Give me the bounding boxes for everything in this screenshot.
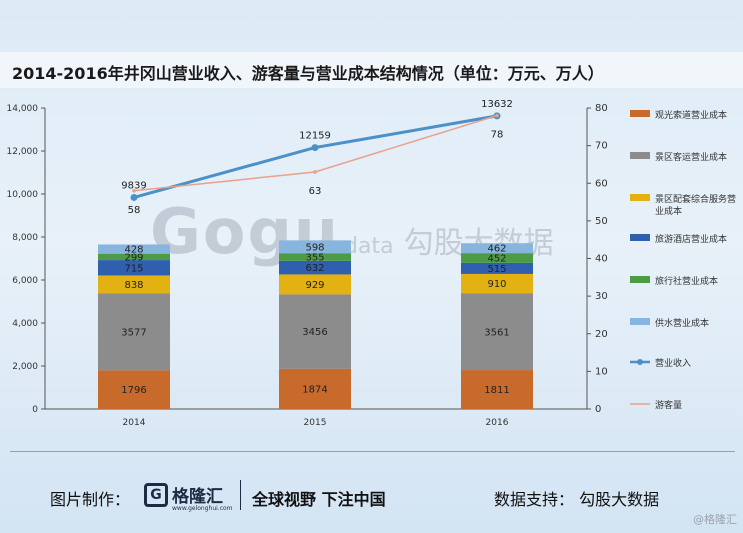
- visitors-point: [495, 113, 499, 118]
- bar-value-label: 355: [305, 253, 324, 264]
- y-left-tick-label: 6,000: [12, 276, 38, 286]
- revenue-value-label: 13632: [481, 99, 513, 110]
- brand-name: 格隆汇: [172, 487, 223, 507]
- bar-segment: [461, 370, 533, 409]
- bar-value-label: 632: [305, 263, 324, 274]
- bar-segment: [461, 262, 533, 274]
- bar-segment: [98, 244, 170, 254]
- y-right-tick-label: 40: [595, 254, 608, 265]
- revenue-point: [311, 144, 319, 152]
- y-left-tick-label: 10,000: [7, 190, 39, 200]
- visitors-value-label: 58: [128, 205, 141, 216]
- title-bar: [0, 52, 743, 88]
- legend-label: 观光索道营业成本: [655, 109, 727, 121]
- x-tick-label: 2014: [123, 418, 146, 428]
- revenue-point: [130, 193, 138, 201]
- x-tick-label: 2016: [486, 418, 509, 428]
- bar-segment: [279, 260, 351, 275]
- visitors-value-label: 63: [309, 186, 322, 197]
- y-left-tick-label: 2,000: [12, 362, 38, 372]
- x-tick-label: 2015: [304, 418, 327, 428]
- legend-line-marker: [637, 359, 643, 365]
- legend-swatch: [630, 152, 650, 159]
- legend-label: 游客量: [655, 399, 682, 411]
- legend-swatch: [630, 318, 650, 325]
- bar-segment: [461, 273, 533, 294]
- legend-label: 营业收入: [655, 357, 691, 369]
- brand-url: www.gelonghui.com: [172, 505, 233, 512]
- bar-segment: [98, 260, 170, 276]
- bar-value-label: 910: [487, 279, 506, 290]
- bar-segment: [279, 274, 351, 295]
- bar-value-label: 598: [305, 242, 324, 253]
- bar-segment: [279, 240, 351, 254]
- bar-segment: [461, 243, 533, 254]
- visitors-point: [132, 188, 136, 193]
- bar-value-label: 929: [305, 280, 324, 291]
- bar-value-label: 3561: [484, 327, 509, 338]
- bar-value-label: 515: [487, 264, 506, 275]
- y-left-tick-label: 0: [32, 405, 38, 415]
- legend-label: 供水营业成本: [655, 317, 709, 329]
- y-left-tick-label: 12,000: [7, 147, 39, 157]
- bar-segment: [461, 253, 533, 263]
- footer-divider: [10, 451, 735, 452]
- footer-support: 数据支持： 勾股大数据: [494, 490, 660, 509]
- bar-value-label: 3577: [121, 327, 146, 338]
- footer-separator: [240, 480, 241, 510]
- chart-title: 2014-2016年井冈山营业收入、游客量与营业成本结构情况（单位：万元、万人）: [12, 64, 604, 83]
- bar-value-label: 452: [487, 254, 506, 265]
- bar-segment: [279, 368, 351, 409]
- bar-value-label: 3456: [302, 327, 327, 338]
- y-right-tick-label: 60: [595, 178, 608, 189]
- legend-swatch: [630, 234, 650, 241]
- y-left-tick-label: 8,000: [12, 233, 38, 243]
- brand-logo: G 格隆汇: [144, 482, 223, 507]
- y-left-tick-label: 4,000: [12, 319, 38, 329]
- footer-slogan: 全球视野 下注中国: [252, 490, 386, 509]
- bar-segment: [98, 370, 170, 409]
- bar-value-label: 715: [124, 263, 143, 274]
- bar-segment: [98, 275, 170, 294]
- brand-g-icon: G: [144, 482, 168, 507]
- watermark-suffix: data: [344, 234, 394, 259]
- y-right-tick-label: 80: [595, 103, 608, 114]
- legend-swatch: [630, 110, 650, 117]
- bar-segment: [98, 253, 170, 261]
- bar-segment: [279, 253, 351, 261]
- y-right-tick-label: 70: [595, 141, 608, 152]
- revenue-value-label: 9839: [121, 180, 146, 191]
- legend-label: 旅行社营业成本: [655, 275, 718, 287]
- chart-canvas: 0 2,000 4,000 6,000 8,000 10,000 12,000 14,000 0…: [7, 99, 737, 428]
- legend-label: 景区客运营业成本: [655, 151, 727, 163]
- bar-value-label: 462: [487, 244, 506, 255]
- bar-value-label: 1796: [121, 385, 146, 396]
- watermark: Gogudata勾股大数据: [150, 195, 554, 268]
- bar-value-label: 838: [124, 280, 143, 291]
- bar-segment: [461, 293, 533, 371]
- legend-label: 景区配套综合服务营业成本: [655, 193, 736, 217]
- bar-value-label: 1874: [302, 384, 327, 395]
- bar-segment: [98, 293, 170, 371]
- legend-label: 旅游酒店营业成本: [655, 233, 727, 245]
- visitors-value-label: 78: [491, 130, 504, 141]
- bar-value-label: 428: [124, 245, 143, 256]
- y-right-tick-label: 0: [595, 404, 601, 415]
- bar-value-label: 299: [124, 252, 143, 263]
- bar-segment: [279, 294, 351, 369]
- y-right-tick-label: 20: [595, 329, 608, 340]
- visitors-point: [313, 170, 317, 174]
- bar-value-label: 1811: [484, 385, 509, 396]
- footer-maker-label: 图片制作：: [50, 490, 131, 509]
- y-right-tick-label: 30: [595, 291, 608, 302]
- legend-swatch: [630, 276, 650, 283]
- corner-watermark: @格隆汇: [693, 513, 737, 526]
- y-left-tick-label: 14,000: [7, 104, 39, 114]
- revenue-value-label: 12159: [299, 131, 331, 142]
- y-right-tick-label: 50: [595, 216, 608, 227]
- legend-swatch: [630, 194, 650, 201]
- y-right-tick-label: 10: [595, 366, 608, 377]
